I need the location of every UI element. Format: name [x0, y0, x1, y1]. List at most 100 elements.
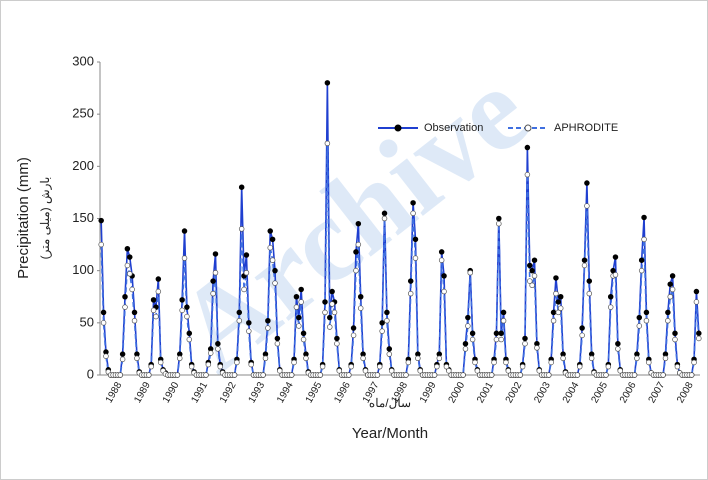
point: [150, 297, 157, 303]
y-axis-title-alt: بارش (میلی متر): [38, 177, 52, 260]
point: [634, 355, 640, 362]
point: [550, 317, 557, 324]
point: [577, 363, 583, 370]
point: [267, 244, 273, 251]
point: [331, 309, 338, 316]
point: [643, 309, 650, 316]
point: [274, 340, 281, 347]
legend-marker: [524, 124, 532, 132]
point: [241, 286, 247, 293]
point: [553, 275, 559, 281]
point: [98, 241, 104, 248]
point: [291, 359, 297, 366]
point: [272, 280, 278, 286]
point: [300, 336, 307, 343]
point: [350, 325, 357, 331]
point: [441, 288, 447, 295]
point: [215, 340, 221, 347]
point: [298, 299, 304, 305]
point: [362, 368, 369, 374]
point: [317, 372, 323, 378]
point: [98, 217, 104, 224]
point: [179, 307, 185, 314]
point: [405, 359, 412, 366]
point: [269, 257, 276, 263]
point: [441, 273, 447, 279]
point: [438, 257, 445, 263]
point: [246, 320, 252, 326]
point: [215, 346, 221, 352]
y-axis-title: Precipitation (mm): [15, 157, 32, 279]
point: [274, 335, 281, 342]
point: [462, 340, 469, 347]
point: [560, 355, 566, 362]
point: [462, 346, 469, 352]
point: [260, 372, 266, 378]
point: [131, 309, 138, 316]
point: [607, 294, 614, 300]
point: [672, 330, 678, 337]
point: [555, 299, 562, 305]
point: [436, 355, 443, 362]
point: [617, 368, 623, 374]
point: [667, 281, 673, 287]
y-tick-label: 200: [72, 158, 94, 173]
y-tick-label: 100: [72, 262, 94, 277]
point: [355, 220, 362, 227]
point: [119, 351, 126, 357]
point: [612, 254, 619, 260]
x-axis-title: Year/Month: [352, 425, 428, 442]
point: [410, 210, 416, 217]
point: [243, 252, 250, 258]
point: [557, 305, 564, 311]
point: [500, 317, 507, 324]
point: [355, 241, 362, 248]
point: [322, 299, 328, 305]
point: [155, 276, 162, 282]
point: [246, 328, 252, 334]
point: [129, 286, 135, 293]
point: [496, 220, 502, 227]
point: [127, 271, 133, 277]
point: [124, 262, 131, 269]
point: [615, 340, 621, 347]
point: [517, 372, 523, 378]
y-tick-label: 250: [72, 106, 94, 121]
point: [184, 313, 190, 320]
point: [522, 335, 528, 342]
x-axis-title-alt: سال/ماه: [369, 396, 411, 410]
point: [293, 304, 300, 310]
point: [296, 314, 302, 321]
point: [641, 236, 647, 243]
point: [638, 267, 645, 274]
point: [124, 246, 131, 252]
point: [693, 288, 700, 295]
point: [579, 332, 585, 339]
point: [119, 356, 126, 363]
point: [615, 346, 621, 352]
point: [386, 346, 393, 352]
point: [465, 323, 471, 329]
point: [236, 309, 243, 316]
point: [267, 228, 273, 234]
point: [384, 309, 390, 316]
point: [238, 184, 245, 190]
point: [179, 297, 185, 303]
point: [631, 372, 638, 378]
point: [417, 368, 423, 374]
point: [184, 304, 190, 310]
point: [384, 317, 390, 324]
point: [574, 372, 581, 378]
point: [265, 317, 271, 324]
point: [243, 270, 250, 276]
point: [636, 314, 643, 321]
point: [586, 290, 593, 297]
point: [300, 330, 307, 337]
point: [496, 215, 502, 222]
point: [146, 372, 152, 378]
point: [353, 267, 359, 274]
point: [134, 355, 140, 362]
point: [298, 286, 304, 293]
point: [500, 309, 507, 316]
point: [505, 368, 512, 374]
